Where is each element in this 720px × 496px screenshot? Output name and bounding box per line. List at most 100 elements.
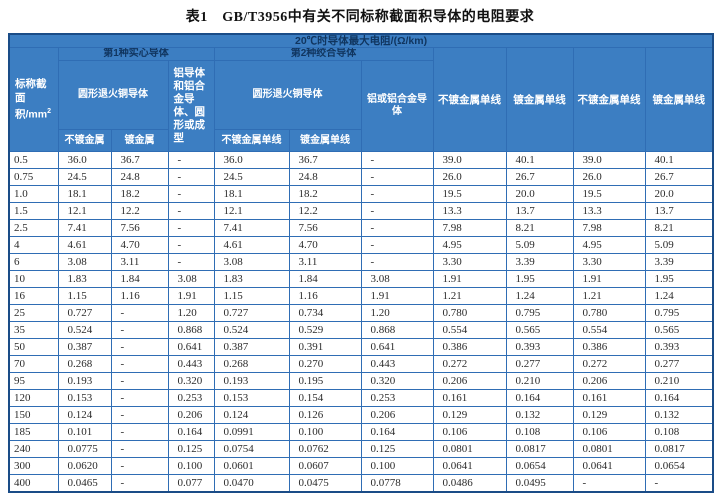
value-cell: 0.529 (288, 321, 362, 339)
uncoated-wire-col-header-1: 不镀金属单线 (432, 47, 507, 152)
table-row: 150 0.124-0.206 0.124 0.126 0.206 0.129 0.132 0… (8, 406, 714, 424)
area-cell: 35 (8, 321, 59, 339)
value-cell: - (110, 304, 169, 322)
value-cell: 0.0620 (57, 457, 112, 475)
area-cell: 10 (8, 270, 59, 288)
table-row: 400 0.0465-0.077 0.0470 0.0475 0.0778 0.0486 0… (8, 474, 714, 493)
area-cell: 6 (8, 253, 59, 271)
value-cell: 4.95 (432, 236, 507, 254)
value-cell: 3.08 (167, 270, 215, 288)
value-cell: 0.108 (644, 423, 714, 441)
value-cell: 0.132 (505, 406, 574, 424)
value-cell: 39.0 (572, 151, 646, 169)
value-cell: 4.61 (213, 236, 290, 254)
value-cell: 0.524 (57, 321, 112, 339)
value-cell: 0.129 (572, 406, 646, 424)
area-cell: 25 (8, 304, 59, 322)
value-cell: 12.1 (213, 202, 290, 220)
value-cell: - (110, 389, 169, 407)
value-cell: 8.21 (644, 219, 714, 237)
value-cell: 8.21 (505, 219, 574, 237)
value-cell: 0.206 (572, 372, 646, 390)
value-cell: 0.0495 (505, 474, 574, 493)
value-cell: 0.164 (360, 423, 434, 441)
value-cell: 0.268 (213, 355, 290, 373)
table-row: 0.75 24.5 24.8-24.5 24.8-26.0 26.7 26.0 26.7 (8, 168, 714, 186)
value-cell: 0.727 (57, 304, 112, 322)
value-cell: 0.132 (644, 406, 714, 424)
value-cell: 3.08 (213, 253, 290, 271)
value-cell: 1.20 (360, 304, 434, 322)
value-cell: 26.7 (644, 168, 714, 186)
value-cell: 0.161 (432, 389, 507, 407)
uncoated-header: 不镀金属 (57, 129, 112, 152)
value-cell: 0.277 (505, 355, 574, 373)
value-cell: 24.8 (110, 168, 169, 186)
value-cell: 0.0817 (505, 440, 574, 458)
value-cell: - (167, 185, 215, 203)
value-cell: 0.0486 (432, 474, 507, 493)
nominal-area-header: 标称截面积/mm2 (8, 47, 59, 152)
value-cell: - (167, 236, 215, 254)
table-row: 16 1.15 1.16 1.91 1.15 1.16 1.91 1.21 1.24 1.21 1.… (8, 287, 714, 305)
value-cell: 24.8 (288, 168, 362, 186)
value-cell: 39.0 (432, 151, 507, 169)
value-cell: 0.0607 (288, 457, 362, 475)
value-cell: 0.565 (505, 321, 574, 339)
value-cell: 0.106 (572, 423, 646, 441)
value-cell: 13.7 (505, 202, 574, 220)
value-cell: 0.164 (644, 389, 714, 407)
value-cell: 0.210 (505, 372, 574, 390)
value-cell: 36.0 (213, 151, 290, 169)
value-cell: 0.126 (288, 406, 362, 424)
area-cell: 120 (8, 389, 59, 407)
value-cell: 1.16 (288, 287, 362, 305)
max-resistance-header: 20℃时导体最大电阻/(Ω/km) (8, 33, 714, 48)
value-cell: 0.0470 (213, 474, 290, 493)
value-cell: 0.0991 (213, 423, 290, 441)
table-row: 35 0.524-0.868 0.524 0.529 0.868 0.554 0.565 0.… (8, 321, 714, 339)
value-cell: 0.393 (644, 338, 714, 356)
value-cell: - (167, 151, 215, 169)
coated-wire-col-header-1: 镀金属单线 (505, 47, 574, 152)
value-cell: 12.2 (288, 202, 362, 220)
value-cell: 7.41 (213, 219, 290, 237)
value-cell: 12.1 (57, 202, 112, 220)
value-cell: 7.41 (57, 219, 112, 237)
value-cell: 1.83 (213, 270, 290, 288)
value-cell: 0.0654 (505, 457, 574, 475)
value-cell: 0.124 (213, 406, 290, 424)
value-cell: - (110, 338, 169, 356)
value-cell: 18.2 (288, 185, 362, 203)
value-cell: 0.393 (505, 338, 574, 356)
value-cell: - (644, 474, 714, 493)
area-cell: 4 (8, 236, 59, 254)
copper-class1-header: 圆形退火铜导体 (57, 60, 169, 130)
value-cell: 0.125 (167, 440, 215, 458)
value-cell: - (167, 253, 215, 271)
value-cell: 3.30 (572, 253, 646, 271)
value-cell: 0.734 (288, 304, 362, 322)
value-cell: 3.08 (360, 270, 434, 288)
value-cell: 7.98 (572, 219, 646, 237)
area-cell: 50 (8, 338, 59, 356)
value-cell: 36.0 (57, 151, 112, 169)
area-cell: 95 (8, 372, 59, 390)
value-cell: 36.7 (110, 151, 169, 169)
value-cell: 0.129 (432, 406, 507, 424)
table-row: 70 0.268-0.443 0.268 0.270 0.443 0.272 0.277 0.… (8, 355, 714, 373)
value-cell: 0.272 (572, 355, 646, 373)
value-cell: 0.253 (360, 389, 434, 407)
area-cell: 240 (8, 440, 59, 458)
value-cell: 0.320 (360, 372, 434, 390)
value-cell: 0.0762 (288, 440, 362, 458)
value-cell: 0.320 (167, 372, 215, 390)
value-cell: 0.565 (644, 321, 714, 339)
value-cell: 26.7 (505, 168, 574, 186)
value-cell: 1.21 (432, 287, 507, 305)
value-cell: 7.98 (432, 219, 507, 237)
value-cell: - (110, 440, 169, 458)
value-cell: 0.0475 (288, 474, 362, 493)
table-row: 1.0 18.1 18.2-18.1 18.2-19.5 20.0 19.5 20.0 (8, 185, 714, 203)
value-cell: 5.09 (644, 236, 714, 254)
